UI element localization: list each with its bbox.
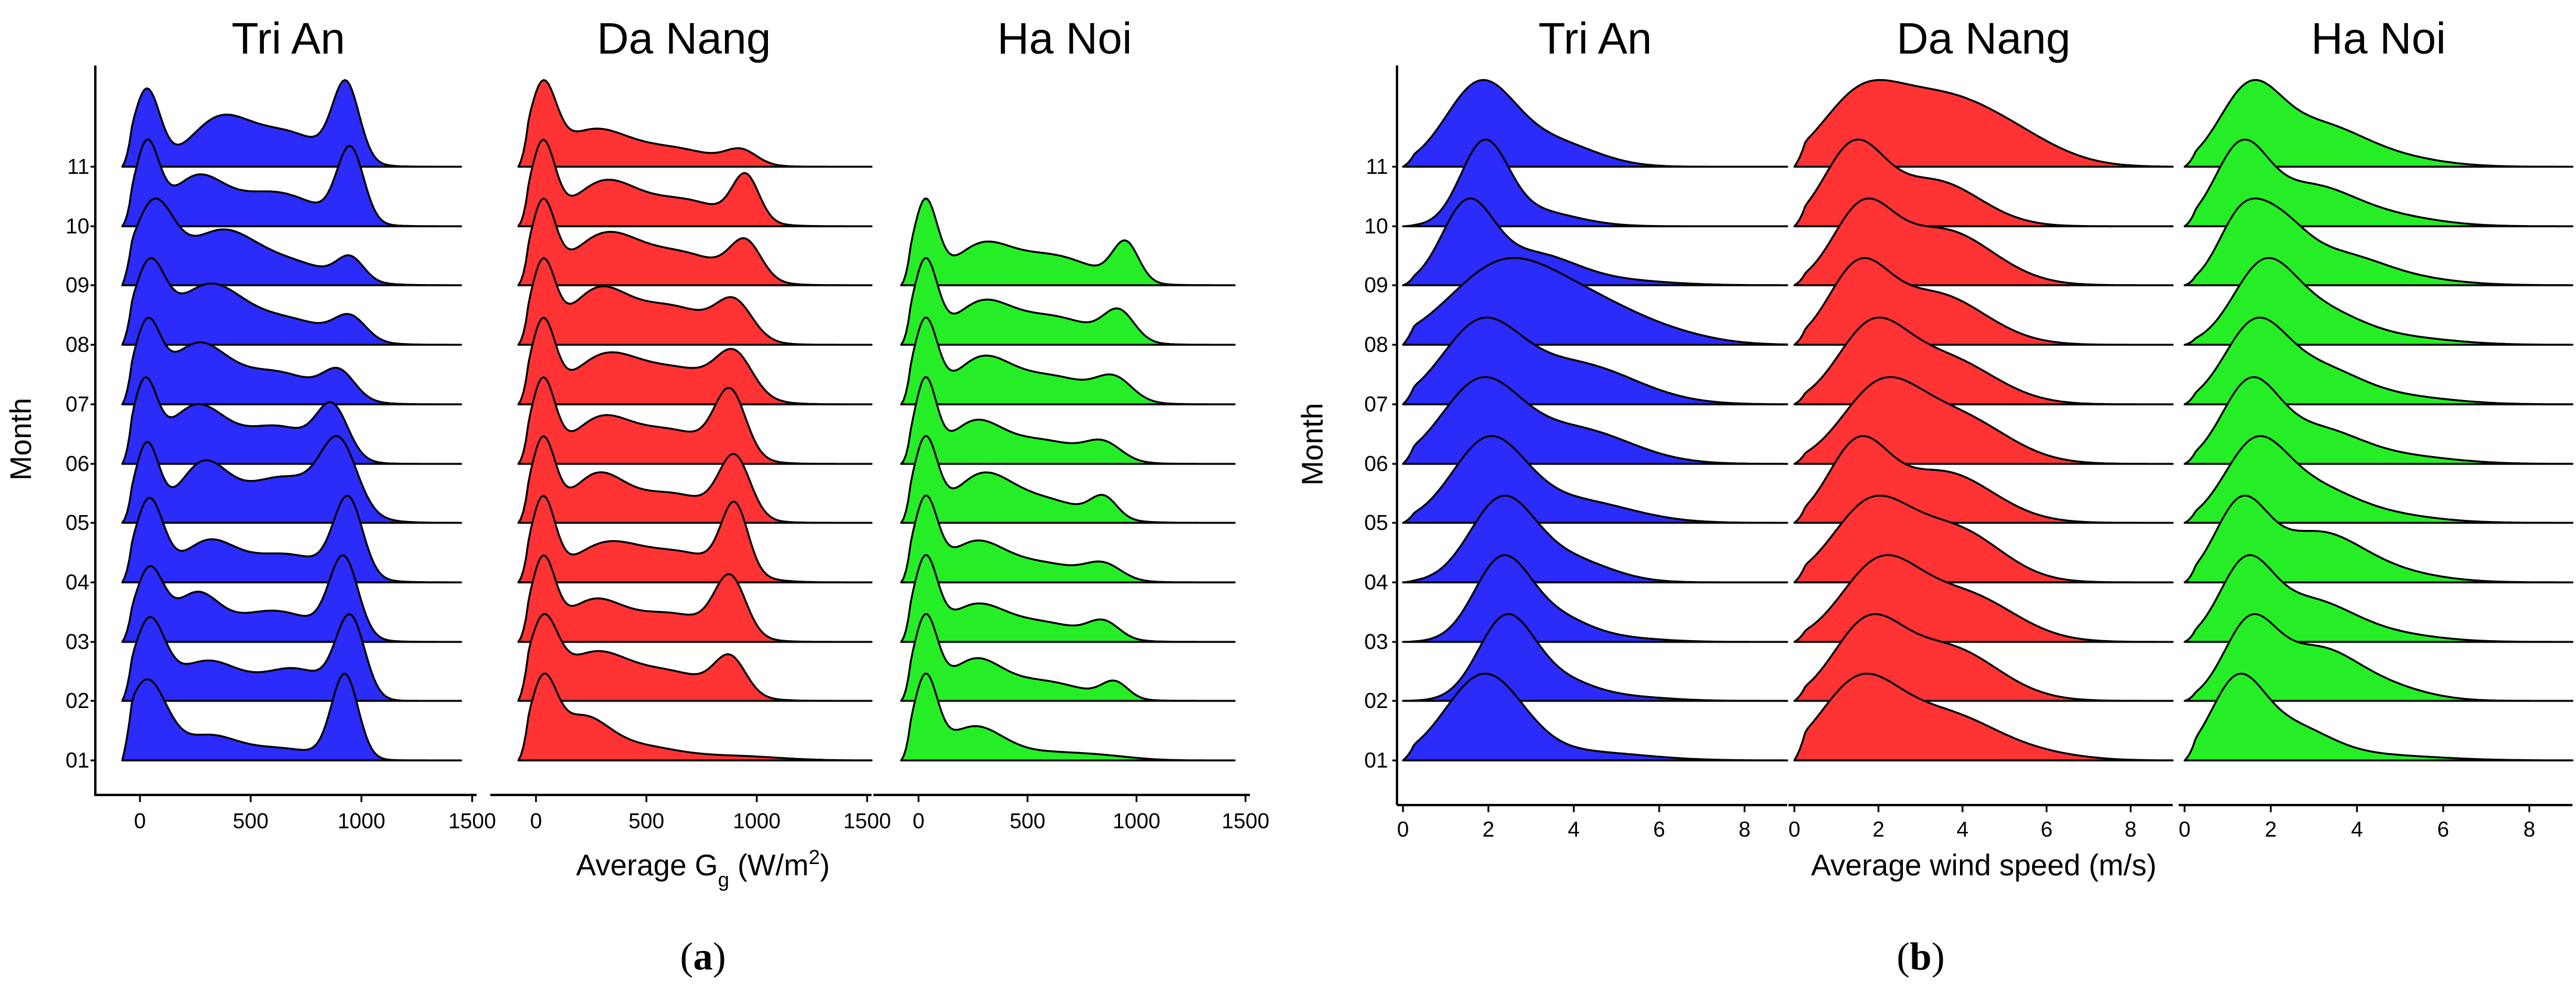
x-tick-label: 0	[2179, 817, 2191, 841]
x-axis-label: Average wind speed (m/s)	[1811, 849, 2157, 882]
x-tick-label: 1500	[1222, 809, 1270, 833]
x-tick-label: 1500	[844, 809, 891, 833]
station-da-nang: Da Nang 0 500 1000 1500	[490, 14, 891, 833]
y-tick-label: 03	[66, 629, 89, 654]
x-tick-label: 1000	[338, 809, 385, 833]
x-axis-label: Average Gg (W/m2)	[576, 846, 830, 891]
x-tick-label: 0	[134, 809, 146, 833]
y-tick-label: 09	[66, 273, 89, 297]
station-tri-an: Tri An 0 2 4 6 8	[1397, 14, 1788, 841]
y-tick-label: 06	[66, 451, 89, 476]
station-title: Tri An	[1538, 14, 1652, 63]
x-tick-label: 4	[1956, 817, 1968, 841]
x-tick-label: 6	[1653, 817, 1665, 841]
x-tick-label: 4	[1568, 817, 1580, 841]
x-tick-label: 1500	[449, 809, 496, 833]
x-tick-label: 8	[2124, 817, 2136, 841]
y-tick-label: 10	[1364, 214, 1388, 238]
y-tick-label: 10	[66, 214, 89, 238]
y-tick-label: 05	[1364, 510, 1388, 535]
panel-a: Month 01 02 03 04 05 06 07 08 09 10 11 Tri An 0 500 100…	[4, 14, 1270, 978]
y-tick-label: 01	[1364, 748, 1388, 772]
station-title: Tri An	[232, 14, 346, 63]
x-tick-label: 0	[1397, 817, 1409, 841]
x-tick-label: 6	[2437, 817, 2449, 841]
x-tick-label: 0	[913, 809, 925, 833]
x-tick-label: 2	[1872, 817, 1884, 841]
density-ridge-month-11	[1402, 79, 1788, 168]
density-ridge-month-05	[121, 435, 462, 524]
density-ridge-month-11	[517, 79, 873, 168]
y-tick-label: 09	[1364, 273, 1388, 297]
station-da-nang: Da Nang 0 2 4 6 8	[1788, 14, 2174, 841]
y-tick-label: 06	[1364, 451, 1388, 476]
density-ridge-month-11	[1793, 79, 2174, 168]
y-tick-label: 03	[1364, 629, 1388, 654]
y-axis-label: Month	[1296, 403, 1329, 486]
x-tick-label: 0	[1788, 817, 1800, 841]
y-tick-label: 05	[66, 510, 89, 535]
x-tick-label: 1000	[1113, 809, 1161, 833]
station-ha-noi: Ha Noi 0 500 1000 1500	[873, 14, 1270, 833]
panel-label: (a)	[680, 935, 726, 978]
x-tick-label: 8	[2524, 817, 2535, 841]
x-tick-label: 0	[530, 809, 542, 833]
x-tick-label: 500	[233, 809, 269, 833]
x-tick-label: 2	[1482, 817, 1494, 841]
panel-label: (b)	[1897, 935, 1945, 978]
x-tick-label: 4	[2351, 817, 2363, 841]
density-ridge-month-09	[1402, 197, 1788, 286]
density-ridge-month-11	[121, 79, 462, 168]
station-title: Ha Noi	[997, 14, 1132, 63]
station-title: Ha Noi	[2311, 14, 2446, 63]
density-ridge-month-01	[1793, 672, 2174, 762]
y-axis-label: Month	[4, 398, 38, 481]
y-tick-label: 04	[66, 570, 89, 594]
x-tick-label: 500	[1010, 809, 1046, 833]
y-tick-label: 07	[1364, 392, 1388, 416]
y-tick-label: 11	[67, 154, 89, 179]
x-tick-label: 2	[2265, 817, 2277, 841]
y-tick-label: 08	[66, 332, 89, 357]
density-ridge-month-09	[900, 197, 1236, 286]
station-title: Da Nang	[1896, 14, 2070, 63]
station-ha-noi: Ha Noi 0 2 4 6 8	[2179, 14, 2574, 841]
y-tick-label: 02	[66, 688, 89, 713]
y-tick-label: 01	[66, 748, 89, 772]
y-tick-label: 08	[1364, 332, 1388, 357]
y-tick-label: 04	[1364, 570, 1388, 594]
x-tick-label: 1000	[733, 809, 780, 833]
station-title: Da Nang	[597, 14, 771, 63]
y-tick-label: 02	[1364, 688, 1388, 713]
x-tick-label: 500	[629, 809, 664, 833]
y-tick-label: 11	[1366, 154, 1388, 179]
x-tick-label: 8	[1738, 817, 1750, 841]
x-tick-label: 6	[2040, 817, 2052, 841]
station-tri-an: Tri An 0 500 1000 1500	[94, 14, 496, 833]
y-tick-label: 07	[66, 392, 89, 416]
